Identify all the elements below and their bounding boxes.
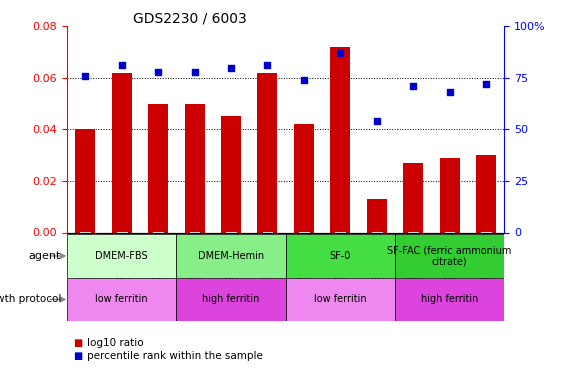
Text: GSM81962: GSM81962 [117, 233, 126, 282]
Point [445, 89, 454, 95]
Text: low ferritin: low ferritin [96, 294, 148, 304]
Bar [67, 234, 177, 278]
Bar [440, 158, 459, 232]
Bar [177, 234, 286, 278]
Point [153, 69, 163, 75]
Bar [331, 47, 350, 232]
Text: GSM81969: GSM81969 [373, 233, 381, 282]
Text: ■: ■ [73, 338, 82, 348]
Bar [476, 155, 496, 232]
Point [80, 73, 90, 79]
Point [482, 81, 491, 87]
Point [336, 50, 345, 56]
Text: GSM81966: GSM81966 [263, 233, 272, 282]
Bar [177, 278, 286, 321]
Point [409, 83, 418, 89]
Text: GSM81968: GSM81968 [336, 233, 345, 282]
Text: high ferritin: high ferritin [202, 294, 259, 304]
Text: GDS2230 / 6003: GDS2230 / 6003 [132, 11, 247, 25]
Text: high ferritin: high ferritin [421, 294, 478, 304]
Text: growth protocol: growth protocol [0, 294, 61, 304]
Point [299, 77, 308, 83]
Bar [75, 129, 95, 232]
Bar [395, 234, 504, 278]
Bar [112, 73, 132, 232]
Point [226, 64, 236, 70]
Bar [221, 117, 241, 232]
Point [117, 62, 127, 68]
Text: GSM81972: GSM81972 [482, 233, 490, 282]
Text: GSM81965: GSM81965 [227, 233, 236, 282]
Bar [395, 278, 504, 321]
Point [190, 69, 199, 75]
Text: SF-FAC (ferric ammonium
citrate): SF-FAC (ferric ammonium citrate) [388, 245, 512, 267]
Text: agent: agent [29, 251, 61, 261]
Text: percentile rank within the sample: percentile rank within the sample [87, 351, 264, 361]
Point [263, 62, 272, 68]
Bar [148, 104, 168, 232]
Text: GSM81970: GSM81970 [409, 233, 417, 282]
Bar [286, 234, 395, 278]
Bar [67, 278, 177, 321]
Point [372, 118, 381, 124]
Text: GSM81971: GSM81971 [445, 233, 454, 282]
Bar [258, 73, 278, 232]
Text: GSM81961: GSM81961 [81, 233, 90, 282]
Bar [294, 124, 314, 232]
Text: low ferritin: low ferritin [314, 294, 367, 304]
Text: DMEM-FBS: DMEM-FBS [96, 251, 148, 261]
Text: GSM81964: GSM81964 [190, 233, 199, 282]
Text: DMEM-Hemin: DMEM-Hemin [198, 251, 264, 261]
Text: GSM81967: GSM81967 [300, 233, 308, 282]
Text: GSM81963: GSM81963 [154, 233, 163, 282]
Bar [367, 199, 387, 232]
Text: SF-0: SF-0 [329, 251, 351, 261]
Bar [403, 163, 423, 232]
Text: log10 ratio: log10 ratio [87, 338, 144, 348]
Bar [286, 278, 395, 321]
Text: ■: ■ [73, 351, 82, 361]
Bar [185, 104, 205, 232]
